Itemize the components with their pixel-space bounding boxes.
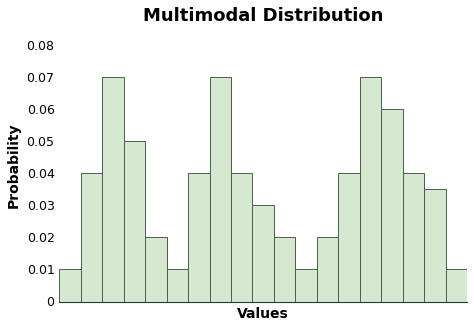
Bar (81, 174, 102, 301)
X-axis label: Values: Values (237, 307, 289, 321)
Bar (338, 174, 360, 301)
Bar (59, 270, 81, 301)
Bar (188, 174, 210, 301)
Y-axis label: Probability: Probability (7, 123, 21, 208)
Bar (381, 109, 403, 301)
Bar (360, 77, 381, 301)
Bar (295, 270, 317, 301)
Bar (317, 237, 338, 301)
Bar (145, 237, 167, 301)
Title: Multimodal Distribution: Multimodal Distribution (143, 7, 383, 25)
Bar (102, 77, 124, 301)
Bar (274, 237, 295, 301)
Bar (124, 141, 145, 301)
Bar (253, 205, 274, 301)
Bar (210, 77, 231, 301)
Bar (231, 174, 253, 301)
Bar (403, 174, 424, 301)
Bar (167, 270, 188, 301)
Bar (446, 270, 467, 301)
Bar (424, 189, 446, 301)
